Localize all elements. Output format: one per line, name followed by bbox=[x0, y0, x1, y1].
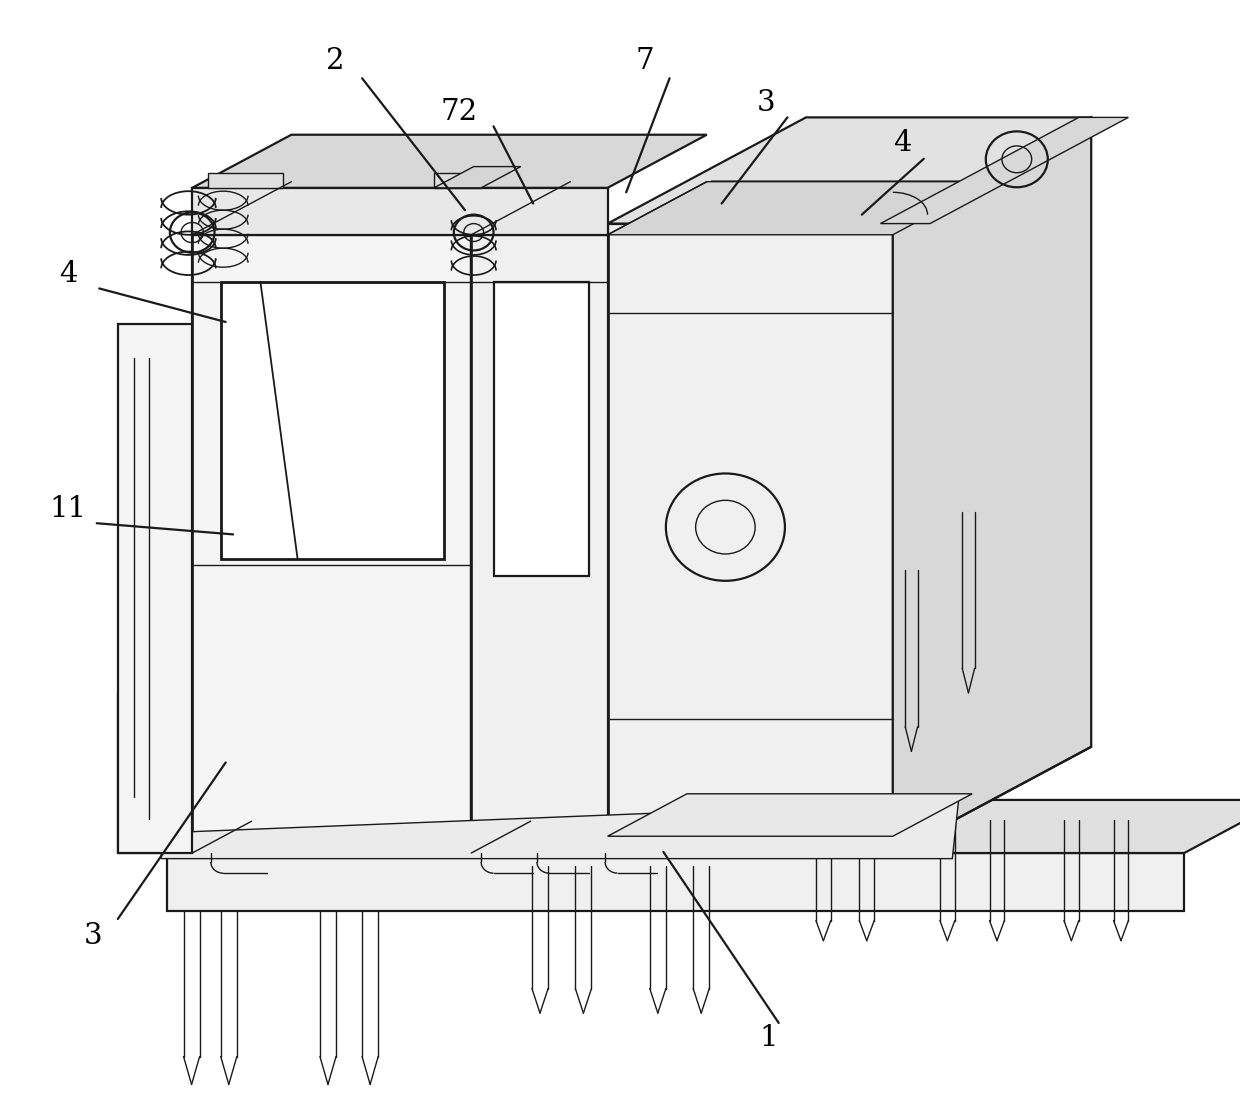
Polygon shape bbox=[208, 173, 283, 188]
Polygon shape bbox=[118, 324, 192, 853]
Polygon shape bbox=[167, 853, 1184, 911]
Polygon shape bbox=[192, 188, 608, 235]
Text: 1: 1 bbox=[760, 1023, 777, 1052]
Polygon shape bbox=[893, 117, 1091, 853]
Polygon shape bbox=[167, 800, 1240, 853]
Text: 2: 2 bbox=[326, 47, 343, 76]
Polygon shape bbox=[161, 800, 959, 859]
Text: 4: 4 bbox=[894, 129, 911, 158]
Polygon shape bbox=[192, 235, 471, 853]
Text: 3: 3 bbox=[83, 921, 103, 950]
Polygon shape bbox=[880, 117, 1128, 224]
Polygon shape bbox=[434, 167, 521, 188]
Polygon shape bbox=[632, 181, 960, 224]
Polygon shape bbox=[608, 117, 1091, 224]
Text: 4: 4 bbox=[60, 259, 77, 288]
Polygon shape bbox=[608, 224, 893, 853]
Polygon shape bbox=[608, 181, 992, 235]
Polygon shape bbox=[192, 134, 707, 188]
Polygon shape bbox=[471, 235, 608, 853]
Polygon shape bbox=[434, 173, 481, 188]
Text: 7: 7 bbox=[635, 47, 655, 76]
Text: 72: 72 bbox=[440, 97, 477, 126]
Text: 3: 3 bbox=[756, 88, 776, 117]
Polygon shape bbox=[221, 282, 444, 559]
Polygon shape bbox=[608, 794, 972, 836]
Polygon shape bbox=[494, 282, 589, 576]
Text: 11: 11 bbox=[50, 494, 87, 523]
